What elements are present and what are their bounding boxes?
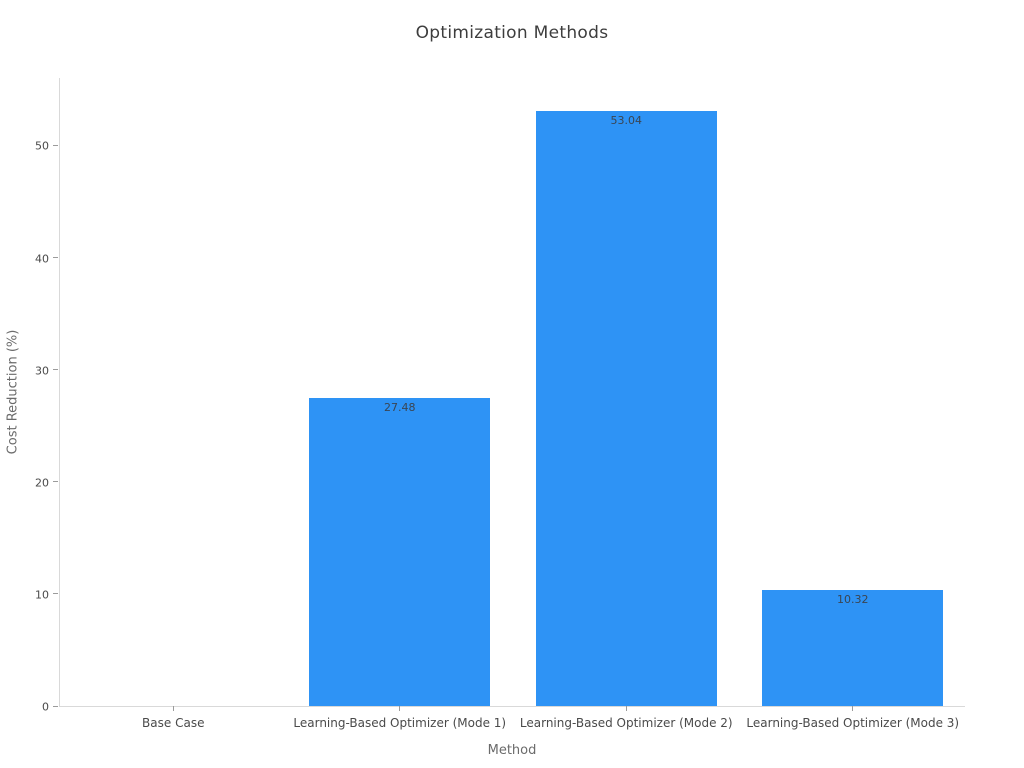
y-tick-mark <box>53 593 58 595</box>
y-tick-mark <box>53 144 58 146</box>
y-tick-label: 40 <box>35 252 49 265</box>
y-tick-mark <box>53 481 58 483</box>
y-tick-label: 30 <box>35 364 49 378</box>
x-tick-label: Base Case <box>142 716 205 730</box>
x-axis-title: Method <box>487 743 537 758</box>
y-axis-title: Cost Reduction (%) <box>5 329 21 455</box>
bar-value-label: 10.32 <box>836 593 869 607</box>
y-tick-label: 10 <box>35 588 49 602</box>
y-tick-mark <box>53 369 58 371</box>
x-tick-mark <box>852 706 854 711</box>
x-tick-mark <box>399 706 401 711</box>
x-tick-label: Learning-Based Optimizer (Mode 2) <box>519 716 733 730</box>
x-tick-label: Learning-Based Optimizer (Mode 3) <box>746 716 960 730</box>
x-tick-mark <box>625 706 627 711</box>
bar: 10.32 <box>762 590 944 706</box>
y-tick-mark <box>53 705 58 707</box>
y-tick-label: 20 <box>35 476 49 490</box>
x-tick-label: Learning-Based Optimizer (Mode 1) <box>293 716 507 730</box>
bar-value-label: 53.04 <box>610 114 642 128</box>
bar: 27.48 <box>309 397 491 706</box>
y-tick-label: 50 <box>35 139 49 153</box>
bar-value-label: 27.48 <box>383 400 416 414</box>
plot-area: 0 10 20 30 40 50 Base Case Learning-Based Optim… <box>35 78 965 730</box>
y-tick-label: 0 <box>42 700 49 714</box>
chart-title: Optimization Methods <box>415 23 609 43</box>
bar: 53.04 <box>535 111 717 706</box>
x-tick-mark <box>172 706 174 711</box>
y-tick-mark <box>53 257 58 259</box>
